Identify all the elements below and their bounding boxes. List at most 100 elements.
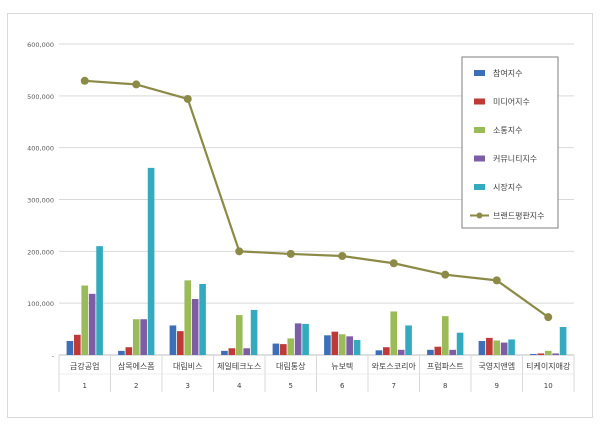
line-point (492, 276, 501, 285)
legend-label: 참여지수 (493, 68, 522, 78)
bar (397, 349, 405, 355)
bar (272, 343, 280, 355)
bar (390, 311, 398, 355)
bar (184, 280, 192, 355)
bar (456, 332, 464, 355)
line-point (286, 249, 295, 258)
x-category-label: 국영지앤엠 (478, 361, 515, 371)
x-rank-label: 2 (134, 382, 138, 390)
bar (169, 325, 177, 355)
y-tick-label: 300,000 (27, 197, 54, 205)
bar (552, 353, 559, 355)
bar (544, 350, 552, 355)
legend-label: 시장지수 (493, 182, 522, 192)
bar (530, 353, 537, 355)
bar (125, 347, 133, 355)
bar (287, 338, 295, 355)
bar (191, 299, 199, 355)
legend-label: 브랜드평판지수 (493, 211, 545, 221)
legend-swatch (474, 184, 485, 190)
y-tick-label: 400,000 (27, 145, 54, 153)
legend-label: 커뮤니티지수 (493, 154, 537, 164)
bar (81, 285, 89, 355)
x-category-label: 프럼파스트 (427, 362, 464, 371)
bar (478, 341, 486, 355)
y-tick-label: 200,000 (27, 248, 54, 256)
x-category-label: 대림통상 (276, 361, 306, 371)
x-category-label: 와토스코리아 (372, 361, 417, 371)
bar (441, 316, 449, 355)
bar (294, 323, 302, 355)
bar (493, 340, 501, 355)
bar (132, 319, 140, 355)
bar (324, 335, 331, 355)
bar (331, 331, 339, 355)
legend-box (461, 56, 559, 229)
bar (250, 309, 258, 355)
x-category-label: 삼목에스폼 (118, 361, 155, 371)
bar (302, 323, 309, 355)
x-rank-label: 8 (443, 382, 447, 390)
series-line (84, 79, 549, 319)
bar (449, 349, 456, 355)
x-rank-label: 3 (186, 382, 190, 390)
x-category-label: 금강공업 (70, 361, 99, 371)
legend-label: 미디어지수 (493, 97, 530, 107)
legend-swatch (474, 70, 485, 76)
line-point (389, 259, 398, 268)
x-rank-label: 5 (289, 382, 293, 390)
x-rank-label: 1 (83, 382, 87, 390)
bar (147, 167, 155, 355)
bar (199, 283, 206, 355)
x-rank-label: 6 (340, 382, 345, 390)
x-category-label: 뉴보텍 (331, 361, 353, 371)
bar (500, 342, 508, 355)
line-point (441, 270, 450, 279)
bar (353, 339, 361, 355)
line-point (544, 313, 553, 322)
bar (66, 341, 74, 355)
y-tick-label: 500,000 (27, 93, 54, 101)
bar (96, 246, 103, 355)
bar (338, 334, 346, 355)
bar (280, 344, 287, 355)
line-point (183, 94, 192, 103)
bar (235, 315, 243, 355)
bar (486, 337, 493, 355)
bar (559, 327, 567, 355)
legend-swatch (474, 127, 485, 133)
bar (346, 336, 353, 355)
legend-marker (476, 212, 483, 219)
bar (74, 334, 81, 355)
bar (118, 350, 125, 355)
line-point (338, 251, 347, 260)
x-rank-label: 4 (237, 382, 242, 390)
y-tick-label: 600,000 (27, 41, 54, 49)
x-category-label: 티케이지애강 (526, 361, 571, 371)
x-category-label: 대림비스 (173, 361, 202, 371)
bar (177, 331, 184, 355)
bar (434, 346, 442, 355)
bar (383, 347, 390, 355)
x-rank-label: 9 (495, 382, 499, 390)
y-tick-label: 100,000 (27, 300, 54, 308)
bar (88, 293, 96, 355)
bar (243, 348, 250, 355)
bar (405, 325, 412, 355)
bar (537, 353, 545, 355)
bar (228, 348, 236, 355)
legend-swatch (474, 98, 485, 105)
bar (375, 350, 383, 355)
x-rank-label: 10 (544, 382, 553, 390)
line-point (235, 247, 244, 256)
bar (221, 350, 228, 355)
bar (508, 339, 515, 355)
x-rank-label: 7 (392, 382, 396, 390)
x-category-label: 제일테크노스 (217, 362, 261, 371)
bar (140, 319, 147, 355)
line-point (132, 80, 141, 89)
bar (427, 349, 434, 355)
line-point (80, 76, 89, 85)
